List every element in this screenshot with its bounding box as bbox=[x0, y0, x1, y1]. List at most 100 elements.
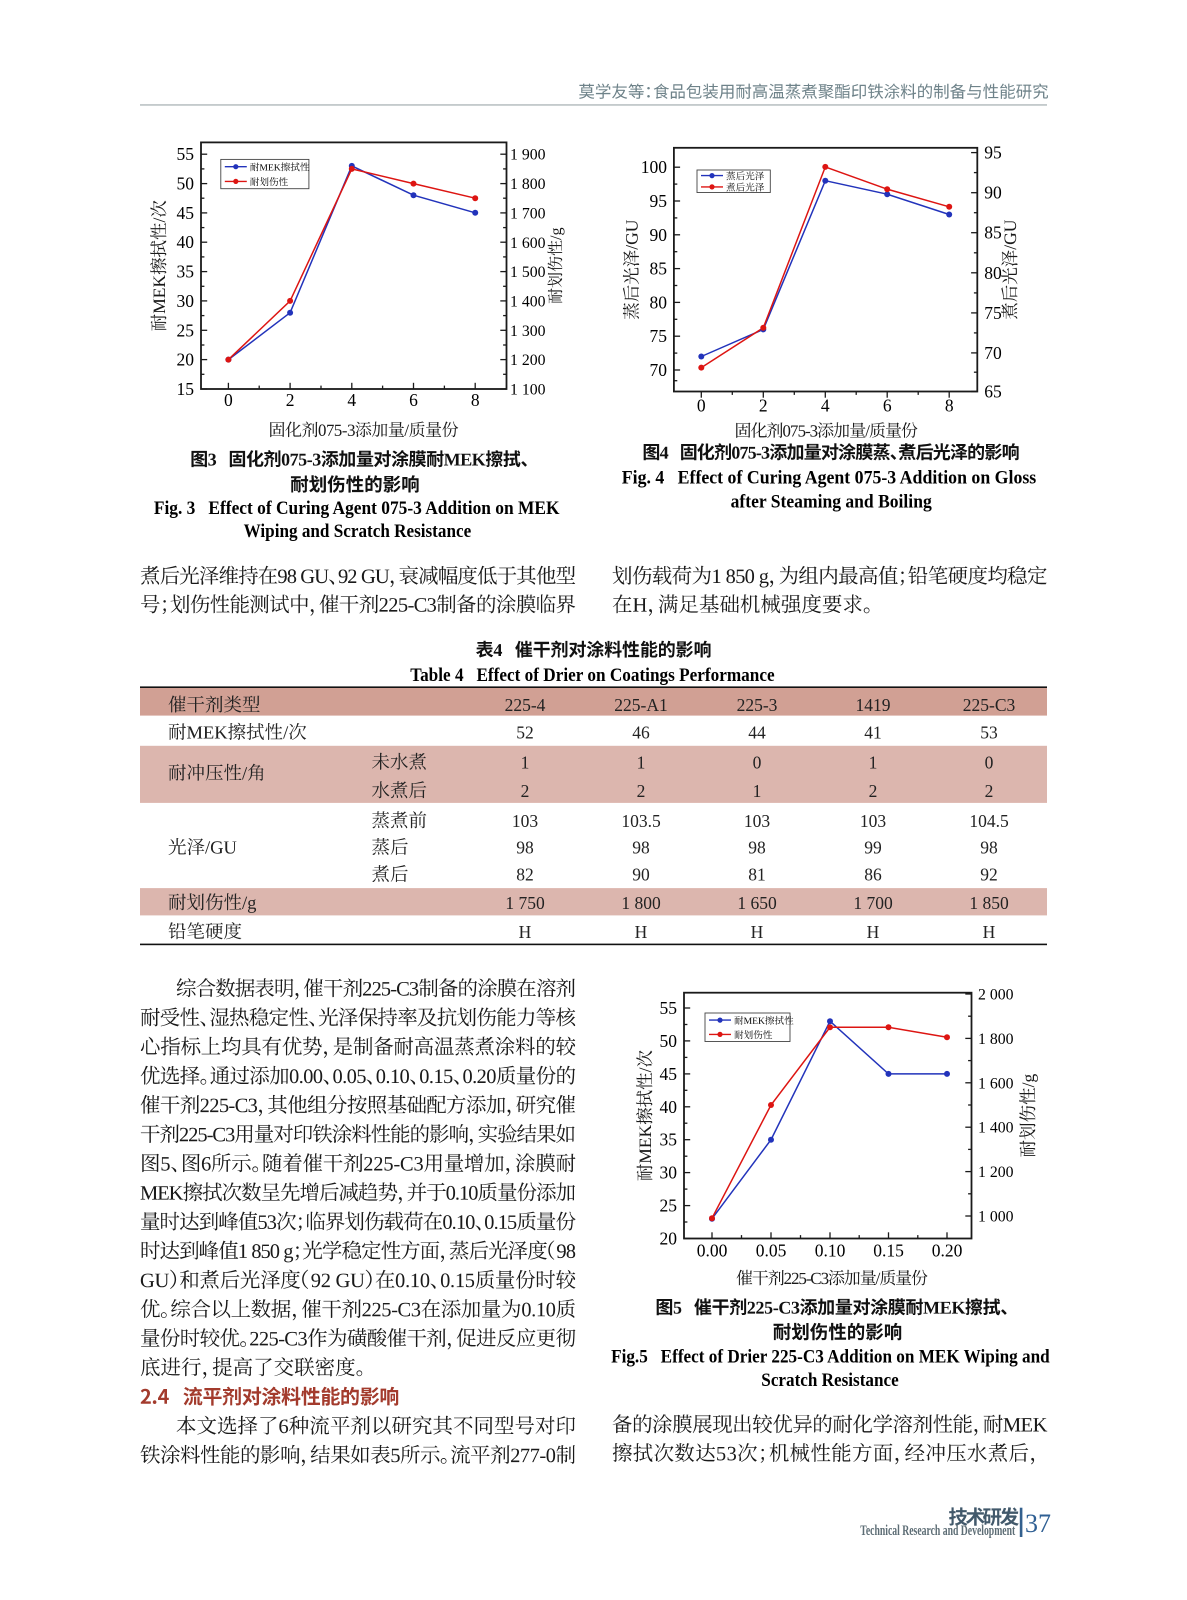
svg-text:1 400: 1 400 bbox=[510, 293, 546, 310]
svg-text:25: 25 bbox=[660, 1196, 678, 1216]
svg-text:55: 55 bbox=[177, 144, 195, 164]
svg-text:40: 40 bbox=[660, 1097, 678, 1117]
svg-text:1 200: 1 200 bbox=[510, 352, 546, 369]
svg-text:103: 103 bbox=[512, 811, 539, 831]
svg-text:1419: 1419 bbox=[856, 695, 891, 715]
svg-text:Scratch Resistance: Scratch Resistance bbox=[761, 1371, 898, 1391]
svg-text:1 400: 1 400 bbox=[978, 1120, 1014, 1137]
svg-text:35: 35 bbox=[177, 262, 195, 282]
svg-text:8: 8 bbox=[945, 396, 954, 416]
svg-text:225-3: 225-3 bbox=[737, 695, 778, 715]
svg-text:1 850: 1 850 bbox=[969, 893, 1009, 913]
svg-text:100: 100 bbox=[641, 157, 668, 177]
svg-text:2: 2 bbox=[286, 390, 295, 410]
svg-text:75: 75 bbox=[984, 303, 1002, 323]
svg-text:1 800: 1 800 bbox=[978, 1031, 1014, 1048]
svg-text:1 700: 1 700 bbox=[853, 893, 893, 913]
svg-text:25: 25 bbox=[177, 320, 195, 340]
svg-text:80: 80 bbox=[984, 263, 1002, 283]
svg-text:H: H bbox=[867, 922, 880, 942]
svg-text:104.5: 104.5 bbox=[969, 811, 1009, 831]
svg-text:1 900: 1 900 bbox=[510, 147, 546, 164]
svg-text:225-A1: 225-A1 bbox=[614, 695, 667, 715]
svg-text:1 750: 1 750 bbox=[505, 893, 545, 913]
svg-text:1 650: 1 650 bbox=[737, 893, 777, 913]
svg-text:37: 37 bbox=[1025, 1509, 1051, 1538]
svg-text:99: 99 bbox=[864, 838, 882, 858]
svg-text:Fig. 4 Effect of Curing Agen: Fig. 4 Effect of Curing Agent 075-3 Addi… bbox=[622, 469, 1037, 489]
svg-text:98: 98 bbox=[516, 838, 534, 858]
svg-text:50: 50 bbox=[660, 1031, 678, 1051]
svg-text:H: H bbox=[635, 922, 648, 942]
svg-text:H: H bbox=[751, 922, 764, 942]
svg-text:55: 55 bbox=[660, 998, 678, 1018]
svg-text:85: 85 bbox=[984, 223, 1002, 243]
svg-text:98: 98 bbox=[748, 838, 766, 858]
svg-text:Fig. 3 Effect of Curing Agen: Fig. 3 Effect of Curing Agent 075-3 Addi… bbox=[154, 499, 560, 519]
svg-text:0.10: 0.10 bbox=[815, 1241, 846, 1261]
svg-text:2: 2 bbox=[869, 781, 878, 801]
svg-text:2: 2 bbox=[759, 396, 768, 416]
svg-text:1 500: 1 500 bbox=[510, 264, 546, 281]
svg-text:103.5: 103.5 bbox=[621, 811, 661, 831]
svg-text:98: 98 bbox=[980, 838, 998, 858]
svg-text:0: 0 bbox=[697, 396, 706, 416]
svg-text:90: 90 bbox=[650, 225, 668, 245]
svg-text:90: 90 bbox=[632, 865, 650, 885]
svg-text:4: 4 bbox=[821, 396, 830, 416]
svg-text:45: 45 bbox=[177, 203, 195, 223]
svg-text:95: 95 bbox=[984, 143, 1002, 163]
svg-text:53: 53 bbox=[980, 723, 998, 743]
svg-text:52: 52 bbox=[516, 723, 534, 743]
svg-text:0: 0 bbox=[985, 752, 994, 772]
svg-text:15: 15 bbox=[177, 379, 195, 399]
svg-text:70: 70 bbox=[650, 360, 668, 380]
svg-text:H: H bbox=[983, 922, 996, 942]
svg-text:2 000: 2 000 bbox=[978, 987, 1014, 1004]
svg-text:95: 95 bbox=[650, 191, 668, 211]
svg-text:20: 20 bbox=[660, 1229, 678, 1249]
svg-text:4: 4 bbox=[347, 390, 356, 410]
svg-text:45: 45 bbox=[660, 1064, 678, 1084]
svg-text:0: 0 bbox=[224, 390, 233, 410]
svg-text:Table 4 Effect of Drier on C: Table 4 Effect of Drier on Coatings Perf… bbox=[410, 665, 774, 686]
svg-text:1 800: 1 800 bbox=[510, 176, 546, 193]
svg-text:85: 85 bbox=[650, 259, 668, 279]
svg-text:86: 86 bbox=[864, 865, 882, 885]
svg-text:1: 1 bbox=[869, 752, 878, 772]
svg-text:82: 82 bbox=[516, 865, 534, 885]
svg-text:90: 90 bbox=[984, 183, 1002, 203]
svg-text:98: 98 bbox=[632, 838, 650, 858]
svg-text:65: 65 bbox=[984, 382, 1002, 402]
svg-text:2: 2 bbox=[521, 781, 530, 801]
svg-text:6: 6 bbox=[409, 390, 418, 410]
svg-text:103: 103 bbox=[860, 811, 887, 831]
svg-text:Technical Research and Develop: Technical Research and Development bbox=[860, 1523, 1015, 1539]
svg-text:1 800: 1 800 bbox=[621, 893, 661, 913]
svg-text:46: 46 bbox=[632, 723, 650, 743]
svg-text:0.20: 0.20 bbox=[932, 1241, 963, 1261]
svg-text:80: 80 bbox=[650, 292, 668, 312]
svg-text:1: 1 bbox=[521, 752, 530, 772]
svg-text:0.00: 0.00 bbox=[697, 1241, 728, 1261]
svg-text:35: 35 bbox=[660, 1130, 678, 1150]
svg-text:41: 41 bbox=[864, 723, 882, 743]
svg-text:6: 6 bbox=[883, 396, 892, 416]
svg-text:30: 30 bbox=[660, 1163, 678, 1183]
svg-text:225-4: 225-4 bbox=[505, 695, 546, 715]
svg-text:0.15: 0.15 bbox=[873, 1241, 904, 1261]
svg-text:103: 103 bbox=[744, 811, 771, 831]
svg-text:92: 92 bbox=[980, 865, 998, 885]
svg-text:2: 2 bbox=[637, 781, 646, 801]
svg-text:Fig.5 Effect of Drier 225-C3: Fig.5 Effect of Drier 225-C3 Addition on… bbox=[611, 1347, 1050, 1367]
svg-text:44: 44 bbox=[748, 723, 766, 743]
svg-text:1 100: 1 100 bbox=[510, 382, 546, 399]
svg-text:1 700: 1 700 bbox=[510, 205, 546, 222]
svg-text:30: 30 bbox=[177, 291, 195, 311]
svg-text:225-C3: 225-C3 bbox=[963, 695, 1016, 715]
svg-text:8: 8 bbox=[471, 390, 480, 410]
svg-text:50: 50 bbox=[177, 174, 195, 194]
svg-text:1 600: 1 600 bbox=[978, 1075, 1014, 1092]
svg-text:1 200: 1 200 bbox=[978, 1164, 1014, 1181]
svg-text:1 000: 1 000 bbox=[978, 1209, 1014, 1226]
